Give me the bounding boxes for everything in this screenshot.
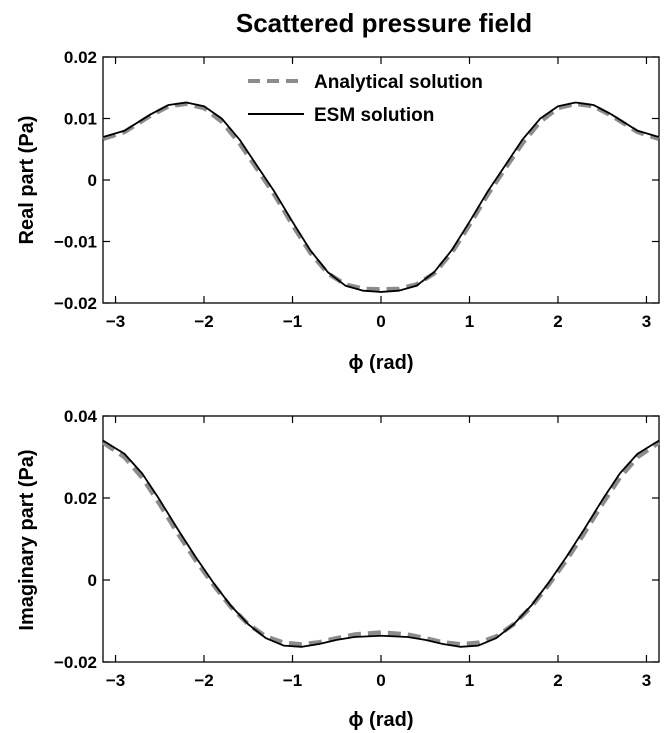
x-axis-ticks: −3 −2 −1 0 1 2 3 — [106, 416, 651, 690]
y-tick-label: 0.02 — [64, 48, 97, 67]
x-tick-label: −2 — [194, 671, 213, 690]
x-tick-label: 3 — [642, 312, 651, 331]
x-axis-label: ϕ (rad) — [349, 709, 414, 731]
x-tick-label: −2 — [194, 312, 213, 331]
series-layer — [101, 439, 661, 648]
esm-series-line — [102, 101, 660, 293]
y-axis-ticks: −0.02 0 0.02 0.04 — [54, 407, 659, 672]
x-axis-label: ϕ (rad) — [349, 352, 414, 374]
analytical-series-line — [102, 101, 660, 292]
analytical-series-line — [101, 440, 661, 647]
imaginary-part-plot: −3 −2 −1 0 1 2 3 −0.02 0 0.02 0.04 ϕ (rad) Imagin… — [16, 407, 661, 731]
x-tick-label: −1 — [283, 312, 302, 331]
x-tick-label: 2 — [553, 312, 562, 331]
x-tick-label: −3 — [106, 312, 125, 331]
y-tick-label: 0 — [88, 171, 97, 190]
x-tick-label: −1 — [283, 671, 302, 690]
x-tick-label: 0 — [376, 312, 385, 331]
plot-frame — [102, 415, 660, 663]
esm-series-line — [102, 439, 660, 648]
figure-title: Scattered pressure field — [236, 8, 532, 38]
x-tick-label: 2 — [553, 671, 562, 690]
legend: Analytical solution ESM solution — [248, 72, 483, 126]
y-axis-label: Real part (Pa) — [16, 116, 38, 245]
real-part-plot: −3 −2 −1 0 1 2 3 −0.02 −0.01 0 0.01 0.02 ϕ (rad) R… — [16, 48, 660, 374]
legend-analytical-label: Analytical solution — [314, 72, 483, 93]
x-tick-label: 0 — [376, 671, 385, 690]
y-tick-label: 0.02 — [64, 489, 97, 508]
x-tick-label: 3 — [642, 671, 651, 690]
y-tick-label: −0.01 — [54, 233, 97, 252]
y-tick-label: −0.02 — [54, 653, 97, 672]
x-tick-label: 1 — [465, 671, 474, 690]
y-tick-label: 0 — [88, 571, 97, 590]
y-tick-label: 0.01 — [64, 110, 97, 129]
y-axis-label: Imaginary part (Pa) — [16, 449, 38, 630]
x-tick-label: −3 — [106, 671, 125, 690]
y-tick-label: −0.02 — [54, 294, 97, 313]
x-axis-ticks: −3 −2 −1 0 1 2 3 — [106, 57, 651, 331]
legend-esm-label: ESM solution — [314, 105, 434, 126]
y-axis-ticks: −0.02 −0.01 0 0.01 0.02 — [54, 48, 659, 313]
x-tick-label: 1 — [465, 312, 474, 331]
plot-frame — [102, 56, 660, 304]
y-tick-label: 0.04 — [64, 407, 98, 426]
series-layer — [102, 101, 660, 293]
